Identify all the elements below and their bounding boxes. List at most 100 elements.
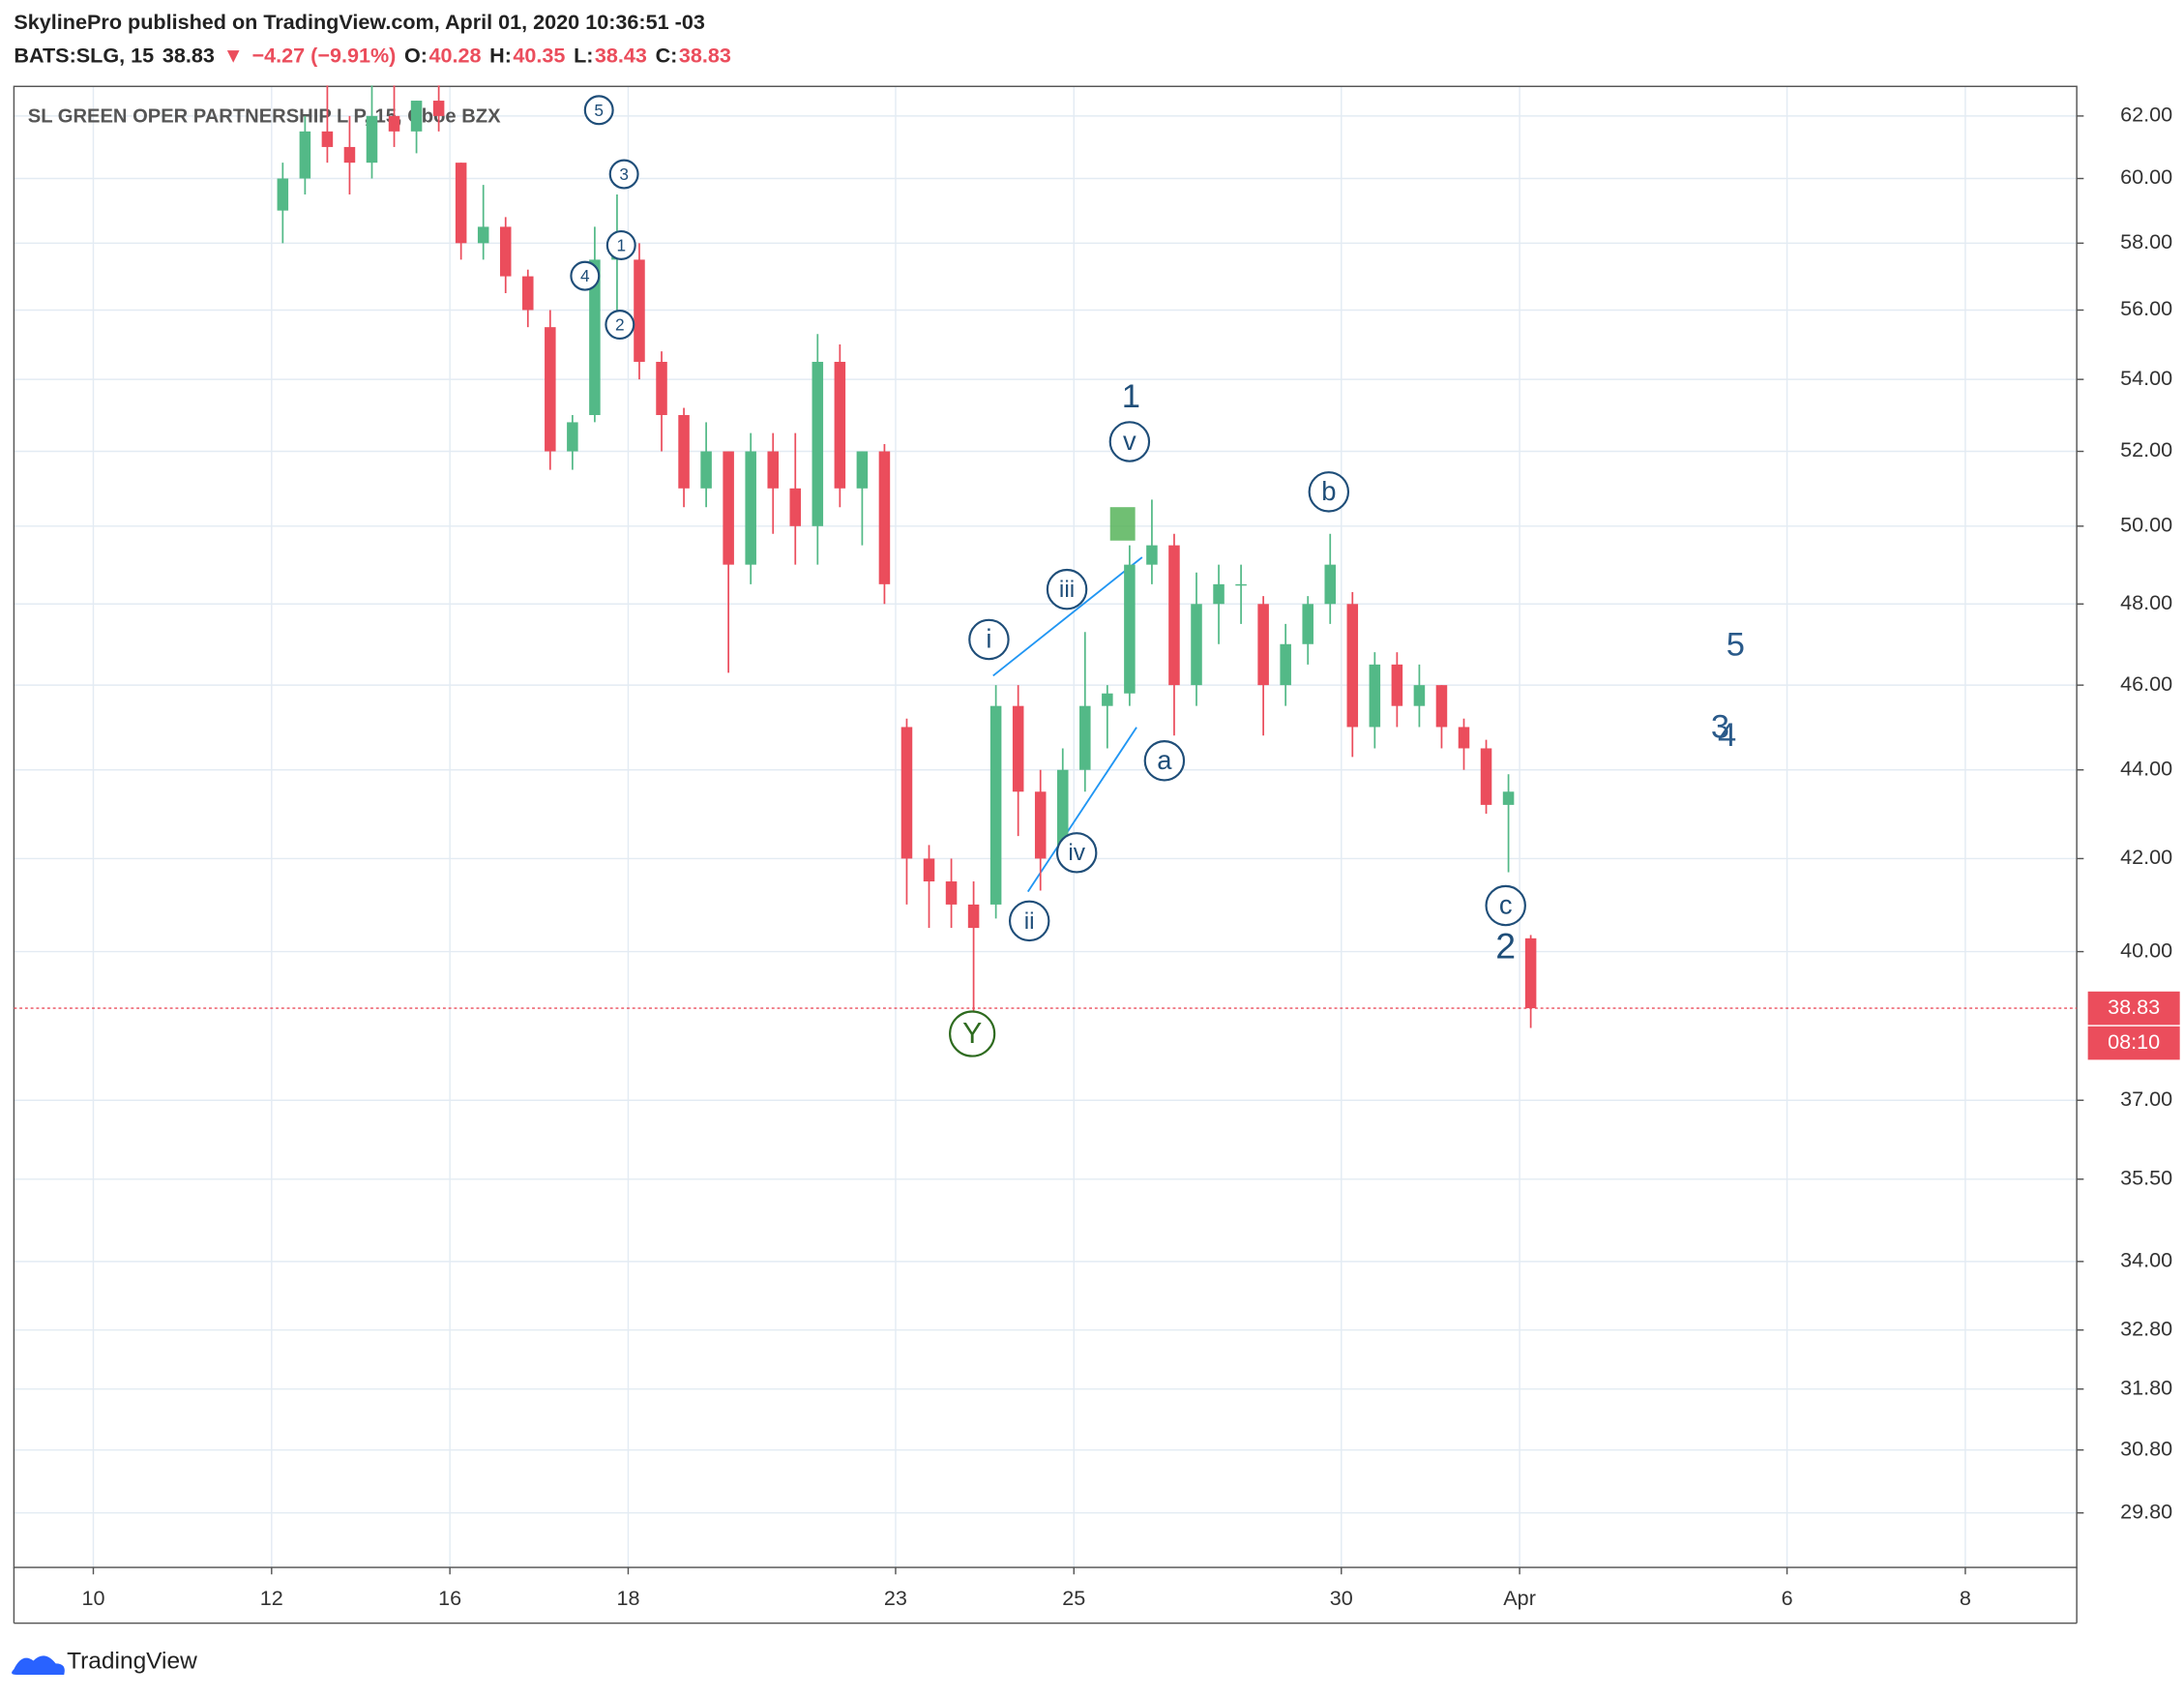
candle (1324, 533, 1337, 624)
candle (388, 85, 400, 147)
candle (1369, 652, 1381, 749)
candle (745, 432, 756, 584)
x-tick-label: 12 (260, 1586, 283, 1610)
header-field: O: (404, 44, 428, 68)
wave-circle (1108, 421, 1151, 462)
header-field: 38.83 (679, 44, 731, 68)
candle-body (989, 705, 1002, 905)
wave-label: 1 (1122, 378, 1140, 415)
wave-label: iv (1068, 840, 1085, 866)
candle-body (455, 163, 467, 244)
candle (878, 443, 891, 605)
candle (1102, 685, 1113, 749)
candle (455, 163, 467, 260)
candle-body (900, 727, 913, 859)
candle-body (589, 259, 601, 415)
wave-circle (968, 618, 1010, 661)
brand: TradingView (12, 1648, 197, 1675)
candle-body (432, 101, 445, 116)
candle-body (1391, 664, 1403, 706)
candle-body (299, 131, 311, 179)
x-tick-label: 16 (438, 1586, 461, 1610)
candle-body (1257, 604, 1269, 686)
candle-body (1079, 705, 1091, 770)
wave-label: 4 (580, 266, 590, 285)
candle-body (767, 451, 779, 489)
candle-body (678, 414, 690, 489)
wave-circle (583, 95, 614, 126)
wave-label: ii (1024, 908, 1035, 935)
candle-body (366, 115, 378, 164)
candle (1191, 572, 1202, 706)
candle-body (745, 451, 756, 565)
trend-line (992, 556, 1143, 677)
wave-circle (949, 1010, 996, 1057)
candle-body (1213, 583, 1225, 605)
candle (1012, 685, 1024, 837)
candle-body (499, 226, 512, 277)
x-tick-label: 6 (1782, 1586, 1793, 1610)
wave-label: 4 (1718, 717, 1736, 754)
chart-title: SL GREEN OPER PARTNERSHIP L P, 15, Cboe … (28, 105, 501, 127)
header-field: −4.27 (−9.91%) (252, 44, 397, 68)
candle (1435, 685, 1448, 749)
candle (589, 226, 601, 423)
candle-body (1302, 604, 1313, 644)
candle (1168, 533, 1180, 736)
x-tick-label: 23 (884, 1586, 907, 1610)
candle-body (700, 451, 712, 489)
candle-body (567, 422, 578, 452)
candle (499, 217, 512, 293)
y-tick-label: 40.00 (2120, 938, 2172, 962)
header-field: 40.35 (513, 44, 565, 68)
y-tick-label: 56.00 (2120, 296, 2172, 320)
candle-body (1480, 748, 1492, 805)
candle (321, 85, 334, 164)
candle-body (343, 146, 356, 164)
wave-circle (608, 159, 639, 190)
wave-circle (605, 310, 635, 341)
candle-body (878, 451, 891, 584)
trend-line (1026, 727, 1137, 893)
last-price-label: 38.83 (2108, 995, 2160, 1019)
candle-body (812, 361, 824, 526)
candle-body (1524, 938, 1537, 1009)
wave-circle (1008, 900, 1050, 942)
brand-name: TradingView (67, 1648, 197, 1674)
candle-body (945, 881, 958, 905)
candle (1213, 564, 1225, 644)
candle-body (856, 451, 869, 489)
y-tick-label: 48.00 (2120, 590, 2172, 614)
y-tick-label: 32.80 (2120, 1316, 2172, 1340)
candle (812, 334, 824, 565)
candle-body (1191, 604, 1202, 686)
y-tick-label: 30.80 (2120, 1436, 2172, 1460)
candle-body (1280, 643, 1291, 686)
candle-body (1502, 791, 1515, 805)
candle (900, 718, 913, 905)
brand-logo (12, 1655, 65, 1675)
wave-circle (1485, 884, 1526, 927)
candle-body (1056, 769, 1069, 859)
candle (1458, 718, 1470, 770)
candle (1146, 499, 1158, 584)
candle (1391, 652, 1403, 728)
candle-body (522, 276, 534, 311)
candle-body (1413, 685, 1426, 706)
x-tick-label: Apr (1503, 1586, 1536, 1610)
candle-body (656, 361, 667, 415)
wave-circle (605, 229, 636, 260)
wave-label: c (1499, 890, 1513, 920)
candle (1034, 769, 1047, 891)
candle (1346, 591, 1359, 758)
wave-circle (1143, 740, 1186, 782)
candle-body (277, 178, 289, 211)
candle-body (634, 259, 645, 362)
header-field: 40.28 (428, 44, 481, 68)
wave-label: 5 (1727, 626, 1745, 663)
candle (789, 432, 802, 565)
candle (477, 185, 489, 260)
wave-label: 2 (1495, 926, 1516, 967)
